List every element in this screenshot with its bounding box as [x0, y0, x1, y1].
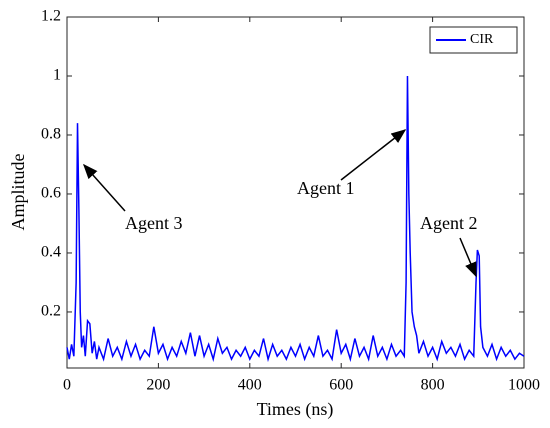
- series-line: [66, 75, 525, 363]
- legend-label: CIR: [470, 32, 494, 47]
- x-tick-label: 800: [421, 377, 445, 394]
- y-tick-label: 1: [53, 67, 61, 84]
- x-axis-label: Times (ns): [257, 399, 334, 420]
- annotation: Agent 2: [420, 213, 478, 233]
- annotation-arrow: [459, 237, 477, 278]
- y-tick-label: 0.6: [41, 185, 61, 202]
- plot-area: [66, 16, 525, 369]
- x-tick-label: 1000: [508, 377, 540, 394]
- x-tick-label: 400: [238, 377, 262, 394]
- annotation: Agent 1: [297, 178, 355, 198]
- x-tick-label: 0: [63, 377, 71, 394]
- x-tick-label: 600: [329, 377, 353, 394]
- x-tick-label: 200: [146, 377, 170, 394]
- y-tick-label: 0.4: [41, 244, 61, 261]
- annotation: Agent 3: [125, 213, 183, 233]
- y-axis-label: Amplitude: [8, 153, 28, 230]
- y-tick-label: 1.2: [41, 8, 61, 25]
- y-tick-label: 0.2: [41, 303, 61, 320]
- annotation-arrow: [83, 163, 126, 212]
- annotation-arrow: [340, 129, 407, 181]
- y-tick-label: 0.8: [41, 126, 61, 143]
